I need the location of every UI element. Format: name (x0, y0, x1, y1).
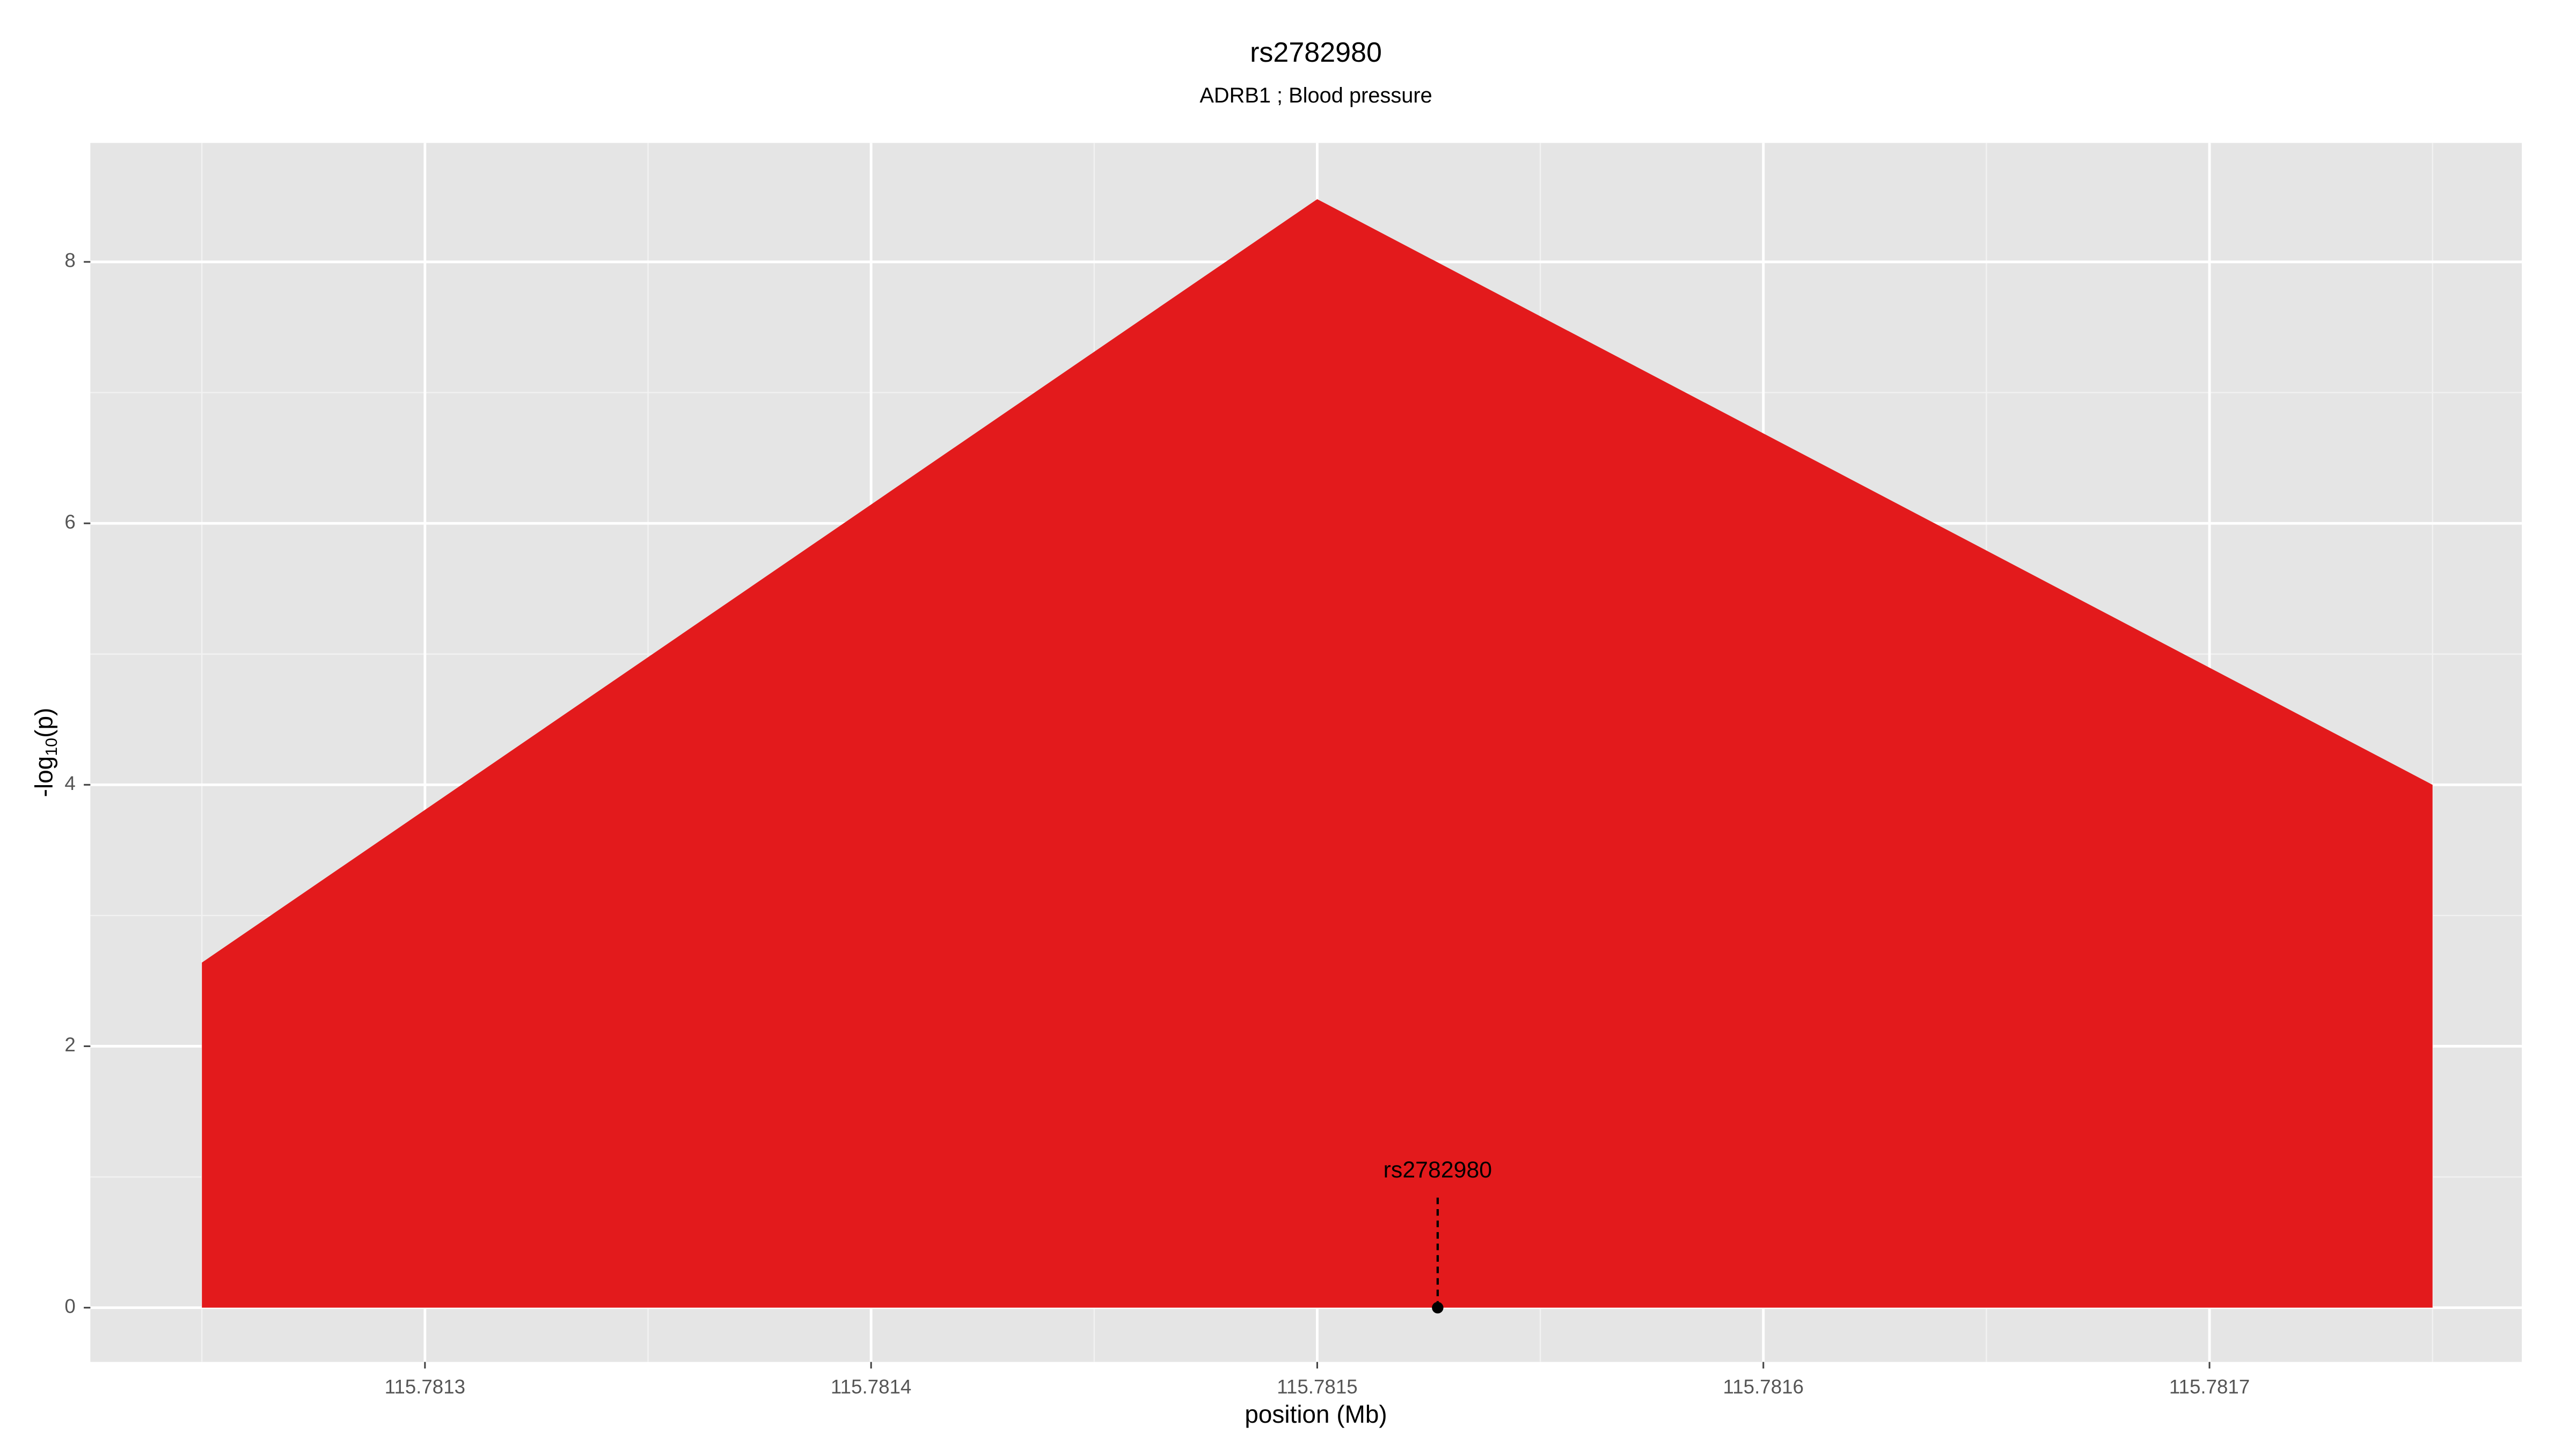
x-tick-label: 115.7813 (385, 1375, 465, 1397)
annotation-label: rs2782980 (1384, 1157, 1492, 1183)
y-tick-label: 6 (64, 511, 75, 533)
chart-subtitle: ADRB1 ; Blood pressure (1199, 84, 1432, 107)
x-tick-label: 115.7815 (1277, 1375, 1357, 1397)
x-tick-label: 115.7816 (1723, 1375, 1804, 1397)
y-label-sub: 10 (42, 738, 61, 756)
y-tick-label: 0 (64, 1295, 75, 1317)
y-axis-label: -log10(p) (30, 708, 61, 797)
x-tick-label: 115.7814 (831, 1375, 911, 1397)
chart-title: rs2782980 (1250, 37, 1382, 68)
y-tick-label: 4 (64, 772, 75, 794)
y-label-part: -log (30, 756, 58, 797)
annotation-point (1432, 1301, 1444, 1314)
x-axis-label: position (Mb) (1245, 1400, 1387, 1428)
x-tick-label: 115.7817 (2169, 1375, 2250, 1397)
y-tick-label: 2 (64, 1034, 75, 1056)
y-label-part: (p) (30, 708, 58, 738)
y-tick-label: 8 (64, 250, 75, 272)
area (202, 199, 2433, 1308)
